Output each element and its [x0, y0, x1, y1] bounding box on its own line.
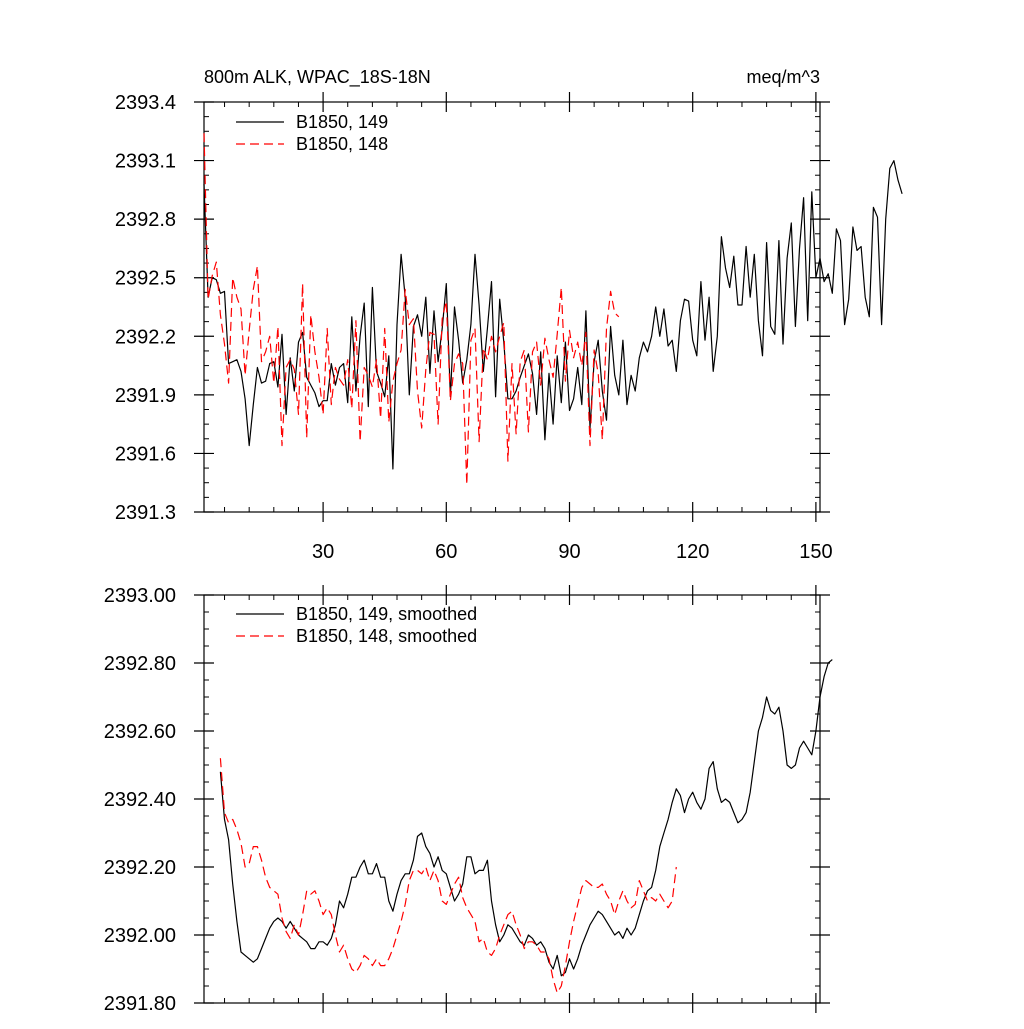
- y-tick-label: 2392.8: [115, 209, 176, 231]
- y-tick-label: 2392.00: [104, 925, 176, 947]
- legend-label: B1850, 148: [296, 134, 388, 154]
- legend-label: B1850, 149, smoothed: [296, 604, 477, 624]
- y-tick-label: 2391.9: [115, 385, 176, 407]
- y-tick-label: 2392.2: [115, 326, 176, 348]
- x-tick-label: 30: [312, 541, 334, 563]
- x-tick-label: 60: [435, 541, 457, 563]
- series-line-b1850-149: [203, 160, 903, 470]
- y-tick-label: 2393.00: [104, 585, 176, 607]
- legend-label: B1850, 149: [296, 112, 388, 132]
- y-tick-label: 2392.60: [104, 721, 176, 743]
- plot-frame: [203, 594, 821, 1004]
- y-tick-label: 2392.5: [115, 268, 176, 290]
- x-tick-label: 120: [676, 541, 709, 563]
- bottom-panel: 2391.80 2392.00 2392.20 2392.40 2392.60 2392.…: [104, 585, 833, 1015]
- y-tick-label: 2392.80: [104, 653, 176, 675]
- chart-title: 800m ALK, WPAC_18S-18N: [204, 67, 431, 88]
- top-panel: 800m ALK, WPAC_18S-18N meq/m^3 30 60 90 120…: [115, 67, 903, 563]
- y-tick-label: 2391.80: [104, 993, 176, 1015]
- y-tick-label: 2393.4: [115, 92, 176, 114]
- series-line-b1850-148: [219, 758, 677, 994]
- y-tick-label: 2392.40: [104, 789, 176, 811]
- plot-frame: [203, 101, 821, 513]
- legend-label: B1850, 148, smoothed: [296, 626, 477, 646]
- series-line-b1850-149: [219, 659, 833, 977]
- x-tick-label: 90: [558, 541, 580, 563]
- y-tick-label: 2391.3: [115, 502, 176, 524]
- y-tick-label: 2393.1: [115, 151, 176, 173]
- units-label: meq/m^3: [747, 67, 820, 87]
- y-tick-label: 2392.20: [104, 857, 176, 879]
- x-tick-label: 150: [799, 541, 832, 563]
- series-line-b1850-148: [203, 133, 620, 486]
- y-tick-label: 2391.6: [115, 443, 176, 465]
